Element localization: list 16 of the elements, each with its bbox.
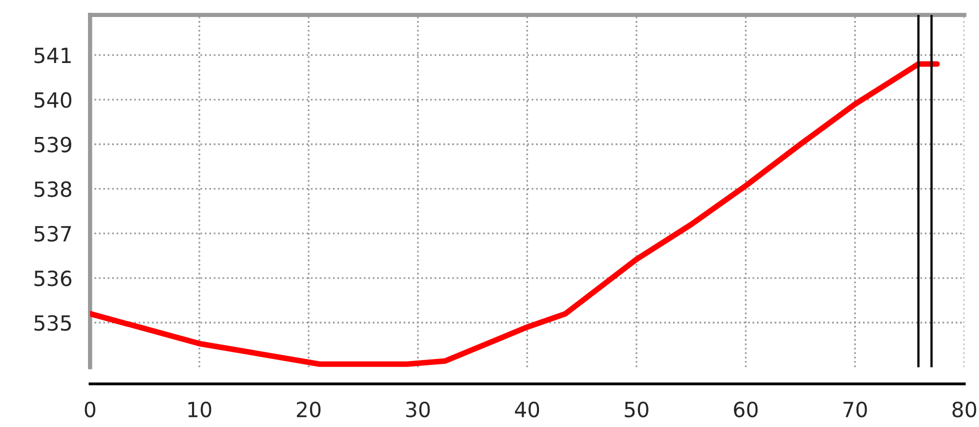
x-tick-label: 0 — [84, 402, 96, 418]
y-tick-label: 536 — [34, 270, 72, 286]
x-tick-label: 60 — [734, 402, 758, 418]
x-tick-label: 50 — [624, 402, 648, 418]
x-tick-label: 20 — [296, 402, 320, 418]
y-tick-label: 535 — [34, 315, 71, 331]
y-tick-label: 538 — [34, 181, 72, 198]
x-tick-label: 30 — [406, 402, 430, 418]
x-tick-label: 80 — [952, 402, 976, 418]
x-tick-label: 70 — [843, 402, 867, 418]
x-tick-label: 40 — [514, 402, 540, 418]
y-tick-label: 537 — [34, 226, 71, 242]
y-tick-label: 540 — [34, 92, 72, 108]
y-tick-label: 539 — [34, 136, 72, 152]
y-tick-label: 541 — [34, 48, 71, 64]
x-tick-label: 10 — [188, 402, 212, 418]
